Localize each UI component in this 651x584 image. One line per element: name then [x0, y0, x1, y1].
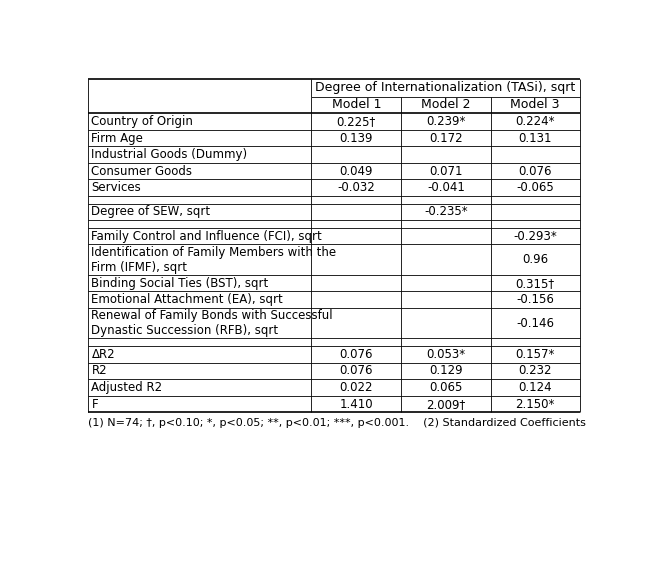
Text: Emotional Attachment (EA), sqrt: Emotional Attachment (EA), sqrt	[91, 293, 283, 306]
Text: -0.032: -0.032	[337, 181, 375, 194]
Text: F: F	[91, 398, 98, 411]
Text: 0.071: 0.071	[429, 165, 463, 178]
Text: 0.065: 0.065	[429, 381, 462, 394]
Text: Degree of SEW, sqrt: Degree of SEW, sqrt	[91, 206, 210, 218]
Text: (1) N=74; †, p<0.10; *, p<0.05; **, p<0.01; ***, p<0.001.    (2) Standardized Co: (1) N=74; †, p<0.10; *, p<0.05; **, p<0.…	[88, 418, 585, 428]
Text: 0.157*: 0.157*	[516, 348, 555, 361]
Text: Degree of Internationalization (TASi), sqrt: Degree of Internationalization (TASi), s…	[316, 82, 575, 95]
Text: R2: R2	[91, 364, 107, 377]
Text: 0.049: 0.049	[340, 165, 373, 178]
Text: Country of Origin: Country of Origin	[91, 115, 193, 128]
Text: 2.009†: 2.009†	[426, 398, 465, 411]
Text: Services: Services	[91, 181, 141, 194]
Text: Firm (IFMF), sqrt: Firm (IFMF), sqrt	[91, 261, 187, 274]
Text: 0.124: 0.124	[518, 381, 552, 394]
Text: 0.315†: 0.315†	[516, 277, 555, 290]
Text: Renewal of Family Bonds with Successful: Renewal of Family Bonds with Successful	[91, 309, 333, 322]
Text: Identification of Family Members with the: Identification of Family Members with th…	[91, 246, 337, 259]
Text: Model 1: Model 1	[331, 99, 381, 112]
Text: 0.239*: 0.239*	[426, 115, 465, 128]
Text: 0.131: 0.131	[518, 131, 552, 144]
Text: 2.150*: 2.150*	[516, 398, 555, 411]
Text: Family Control and Influence (FCI), sqrt: Family Control and Influence (FCI), sqrt	[91, 230, 322, 243]
Text: 0.225†: 0.225†	[337, 115, 376, 128]
Text: Dynastic Succession (RFB), sqrt: Dynastic Succession (RFB), sqrt	[91, 324, 279, 338]
Text: 0.076: 0.076	[340, 364, 373, 377]
Text: 0.232: 0.232	[518, 364, 552, 377]
Text: 0.129: 0.129	[429, 364, 463, 377]
Text: Adjusted R2: Adjusted R2	[91, 381, 163, 394]
Text: 0.224*: 0.224*	[516, 115, 555, 128]
Text: Firm Age: Firm Age	[91, 131, 143, 144]
Text: 0.022: 0.022	[340, 381, 373, 394]
Text: -0.065: -0.065	[516, 181, 554, 194]
Text: -0.293*: -0.293*	[513, 230, 557, 243]
Text: Binding Social Ties (BST), sqrt: Binding Social Ties (BST), sqrt	[91, 277, 269, 290]
Text: -0.146: -0.146	[516, 317, 554, 330]
Text: 0.172: 0.172	[429, 131, 463, 144]
Text: 0.076: 0.076	[340, 348, 373, 361]
Text: 0.076: 0.076	[518, 165, 552, 178]
Text: 0.96: 0.96	[522, 253, 548, 266]
Text: ΔR2: ΔR2	[91, 348, 115, 361]
Text: Consumer Goods: Consumer Goods	[91, 165, 193, 178]
Text: -0.156: -0.156	[516, 293, 554, 306]
Text: Model 3: Model 3	[510, 99, 560, 112]
Text: -0.235*: -0.235*	[424, 206, 467, 218]
Text: -0.041: -0.041	[427, 181, 465, 194]
Text: 1.410: 1.410	[339, 398, 373, 411]
Text: 0.053*: 0.053*	[426, 348, 465, 361]
Text: Industrial Goods (Dummy): Industrial Goods (Dummy)	[91, 148, 247, 161]
Text: 0.139: 0.139	[340, 131, 373, 144]
Text: Model 2: Model 2	[421, 99, 471, 112]
